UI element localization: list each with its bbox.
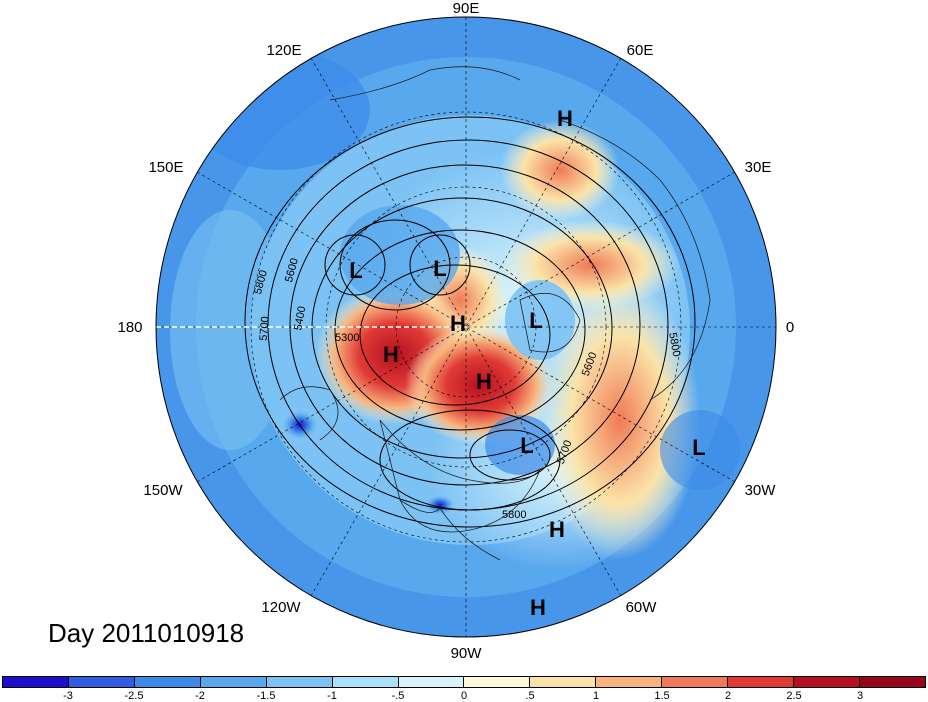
colorbar-segment (3, 677, 69, 687)
lon-label-30e: 30E (745, 159, 772, 176)
colorbar-tick: -1 (327, 690, 337, 702)
lon-label-90w: 90W (451, 645, 483, 662)
lon-label-150w: 150W (143, 482, 183, 499)
colorbar (2, 676, 926, 688)
contour-label: 5400 (292, 305, 308, 331)
colorbar-tick: 1.5 (654, 690, 670, 702)
colorbar-segment (68, 677, 135, 687)
date-label: Day 2011010918 (48, 618, 245, 648)
high-center: H (450, 311, 466, 336)
lon-label-30w: 30W (745, 482, 777, 499)
colorbar-segment (398, 677, 465, 687)
colorbar-tick: -2 (195, 690, 205, 702)
lon-label-150e: 150E (148, 159, 183, 176)
colorbar-tick: -2.5 (124, 690, 144, 702)
colorbar-segment (794, 677, 860, 687)
high-center: H (530, 595, 546, 620)
colorbar-segment (596, 677, 663, 687)
low-center: L (349, 258, 362, 283)
anomaly-field (156, 17, 776, 637)
lon-label-0: 0 (786, 319, 794, 336)
contour-label: 5700 (258, 316, 272, 341)
colorbar-tick: 2.5 (786, 690, 802, 702)
colorbar-tick: -3 (63, 690, 73, 702)
lon-label-120w: 120W (261, 599, 301, 616)
low-center: L (520, 433, 533, 458)
high-center: H (476, 369, 492, 394)
colorbar-segment (530, 677, 597, 687)
high-center: H (557, 106, 573, 131)
geopotential-contours (244, 116, 696, 528)
colorbar-segment (200, 677, 267, 687)
colorbar-tick: 0 (460, 690, 468, 702)
lon-label-60e: 60E (627, 42, 654, 59)
colorbar-tick: 1 (592, 690, 600, 702)
colorbar-segment (266, 677, 333, 687)
contour-label: 5300 (335, 332, 359, 344)
high-center: H (383, 342, 399, 367)
lat-lon-grid (156, 17, 776, 637)
map-border (155, 16, 777, 638)
colorbar-segment (728, 677, 795, 687)
lon-label-180: 180 (117, 319, 142, 336)
lon-label-60w: 60W (626, 599, 658, 616)
high-center: H (549, 517, 565, 542)
colorbar-segment (464, 677, 531, 687)
low-center: L (692, 435, 705, 460)
coastlines (279, 66, 711, 561)
colorbar-segment (859, 677, 925, 687)
colorbar-tick: -1.5 (256, 690, 276, 702)
low-center: L (433, 256, 446, 281)
colorbar-segment (134, 677, 201, 687)
longitude-labels: 90E 60E 30E 0 30W 60W 90W 120W 150W 180 … (117, 0, 794, 662)
colorbar-segment (662, 677, 729, 687)
contour-label: 5800 (502, 509, 526, 521)
contour-label: 5800 (666, 332, 682, 358)
colorbar-tick: 2 (724, 690, 732, 702)
colorbar-segment (332, 677, 399, 687)
colorbar-tick: .5 (525, 690, 535, 702)
colorbar-tick: -.5 (391, 690, 405, 702)
colorbar-tick: 3 (856, 690, 864, 702)
lon-label-120e: 120E (266, 42, 301, 59)
lon-label-90e: 90E (453, 0, 480, 17)
pressure-centers: H L L H H H L L L H H (349, 106, 705, 620)
low-center: L (529, 308, 542, 333)
